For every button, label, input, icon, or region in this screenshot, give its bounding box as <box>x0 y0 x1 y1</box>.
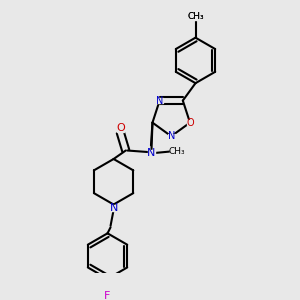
Bar <box>168 134 175 139</box>
Bar <box>170 149 184 154</box>
Bar <box>110 205 117 211</box>
Text: CH₃: CH₃ <box>187 12 204 21</box>
Text: N: N <box>167 131 175 141</box>
Bar <box>187 13 204 20</box>
Text: O: O <box>186 118 194 128</box>
Text: N: N <box>147 148 156 158</box>
Bar <box>104 292 111 298</box>
Bar <box>156 98 163 103</box>
Bar <box>117 126 124 132</box>
Text: N: N <box>156 96 163 106</box>
Text: F: F <box>104 290 111 300</box>
Text: CH₃: CH₃ <box>187 12 204 21</box>
Text: O: O <box>116 123 124 133</box>
Bar <box>148 150 155 156</box>
Text: N: N <box>110 202 118 212</box>
Bar <box>187 120 193 125</box>
Text: CH₃: CH₃ <box>169 147 186 156</box>
